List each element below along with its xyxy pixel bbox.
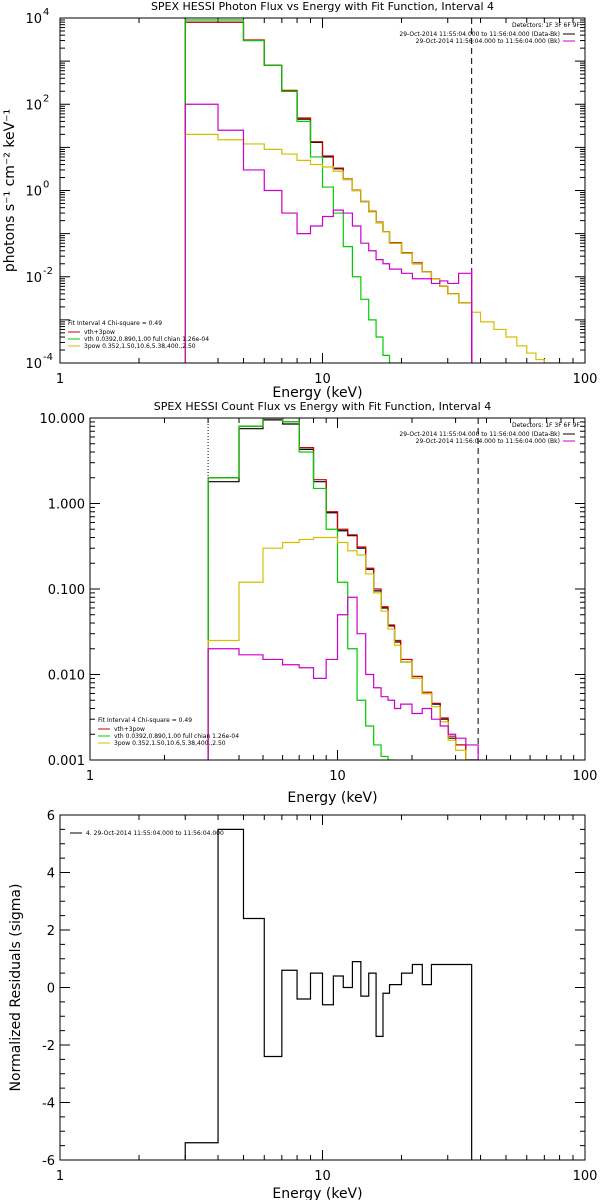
series-3-line — [184, 133, 560, 363]
photon-flux-panel: SPEX HESSI Photon Flux vs Energy with Fi… — [2, 0, 597, 401]
y-tick-label: 10 — [25, 12, 42, 27]
legend-header: Detectors: 1F 3F 6F 9F — [512, 22, 581, 29]
series-4-line — [207, 596, 479, 760]
x-tick-label: 1 — [86, 769, 94, 784]
legend-entry: vth 0.0392,0.890,1.00 full chian 1.26e-0… — [84, 336, 209, 343]
series-0-line — [184, 828, 473, 1160]
y-tick-label: 4 — [47, 867, 55, 882]
y-tick-label: 0.010 — [48, 669, 85, 684]
y-tick-exponent: -2 — [43, 266, 53, 277]
y-tick-exponent: 0 — [43, 180, 49, 191]
y-tick-label: 6 — [47, 809, 55, 824]
x-tick-label: 1 — [56, 372, 64, 387]
legend-header: Fit Interval 4 Chi-square = 0.49 — [68, 320, 162, 327]
legend-entry: 29-Oct-2014 11:56:04.000 to 11:56:04.000… — [416, 38, 560, 45]
x-axis-label: Energy (keV) — [272, 1186, 362, 1200]
x-tick-label: 10 — [314, 372, 331, 387]
y-axis-label: Normalized Residuals (sigma) — [8, 884, 24, 1092]
y-tick-label: 2 — [47, 924, 55, 939]
y-tick-exponent: 2 — [43, 93, 49, 104]
x-tick-label: 100 — [573, 769, 598, 784]
y-tick-label: 0.100 — [48, 583, 85, 598]
legend-entry: vth 0.0392,0.890,1.00 full chian 1.26e-0… — [114, 733, 239, 740]
y-tick-label: 0 — [47, 982, 55, 997]
legend-header: Fit Interval 4 Chi-square = 0.49 — [98, 717, 192, 724]
y-tick-label: -6 — [42, 1154, 55, 1169]
y-tick-exponent: 4 — [43, 7, 49, 18]
series-1-line — [184, 21, 473, 363]
count-flux-panel: SPEX HESSI Count Flux vs Energy with Fit… — [40, 400, 598, 806]
plot-frame — [89, 417, 586, 761]
legend-entry: 3pow 0.352,1.50,10.6,5.38,400.,2.50 — [114, 740, 226, 747]
legend-entry: vth+3pow — [114, 726, 145, 733]
x-tick-label: 10 — [314, 1169, 331, 1184]
series-4-line — [184, 103, 473, 363]
y-axis-label: photons s⁻¹ cm⁻² keV⁻¹ — [2, 109, 18, 272]
series-3-line — [207, 536, 487, 760]
residuals-panel: 1 10 100 -6 -4 -2 0 2 4 6 Energy (keV) Normalized R… — [8, 809, 597, 1200]
y-tick-label: 1.000 — [48, 498, 85, 513]
series-2-line — [207, 418, 395, 760]
chart-title: SPEX HESSI Count Flux vs Energy with Fit… — [154, 400, 491, 413]
legend-header: Detectors: 1F 3F 6F 9F — [512, 422, 581, 429]
x-axis-label: Energy (keV) — [287, 790, 377, 806]
legend-entry: 4. 29-Oct-2014 11:55:04.000 to 11:56:04.… — [86, 830, 224, 837]
x-tick-label: 1 — [56, 1169, 64, 1184]
y-tick-label: 10.000 — [40, 412, 86, 427]
legend-entry: 29-Oct-2014 11:55:04.000 to 11:56:04.000… — [399, 31, 560, 38]
y-tick-exponent: -4 — [43, 352, 53, 363]
legend-entry: 29-Oct-2014 11:56:04.000 to 11:56:04.000… — [416, 438, 560, 445]
x-tick-label: 100 — [573, 372, 598, 387]
y-tick-label: 10 — [25, 98, 42, 113]
legend-entry: 3pow 0.352,1.50,10.6,5.38,400.,2.50 — [84, 343, 196, 350]
series-1-line — [207, 418, 479, 760]
series-0-line — [184, 21, 473, 363]
y-tick-label: 0.001 — [48, 754, 85, 769]
series-0-line — [207, 419, 479, 760]
plot-frame — [59, 17, 586, 364]
legend-entry: vth+3pow — [84, 329, 115, 336]
y-tick-label: 10 — [25, 271, 42, 286]
plot-frame — [59, 814, 586, 1161]
x-tick-label: 10 — [329, 769, 346, 784]
x-tick-label: 100 — [573, 1169, 598, 1184]
y-tick-label: 10 — [25, 185, 42, 200]
y-tick-label: 10 — [25, 357, 42, 372]
y-tick-label: -4 — [42, 1097, 55, 1112]
series-2-line — [184, 19, 402, 363]
y-tick-label: -2 — [42, 1039, 55, 1054]
legend-entry: 29-Oct-2014 11:55:04.000 to 11:56:04.000… — [399, 431, 560, 438]
x-axis-label: Energy (keV) — [272, 385, 362, 401]
chart-title: SPEX HESSI Photon Flux vs Energy with Fi… — [151, 0, 494, 13]
